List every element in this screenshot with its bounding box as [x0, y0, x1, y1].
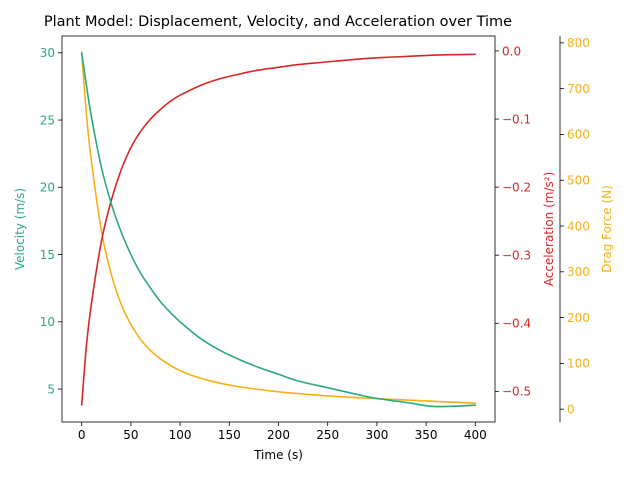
velocity-tick-label: 15 — [40, 248, 55, 262]
x-tick-label: 0 — [78, 428, 86, 442]
velocity-tick-label: 5 — [47, 382, 55, 396]
x-tick-label: 350 — [415, 428, 438, 442]
acceleration-axis-label: Acceleration (m/s²) — [542, 172, 556, 287]
drag-axis-label: Drag Force (N) — [600, 185, 614, 273]
velocity-series-line — [80, 52, 477, 408]
drag-tick-label: 800 — [567, 36, 590, 50]
drag-tick-label: 300 — [567, 265, 590, 279]
x-tick-label: 100 — [169, 428, 192, 442]
acceleration-tick-label: −0.5 — [502, 385, 531, 399]
acceleration-series-line — [80, 53, 477, 406]
velocity-tick-label: 30 — [40, 46, 55, 60]
drag-tick-label: 100 — [567, 357, 590, 371]
x-tick-label: 200 — [267, 428, 290, 442]
drag-tick-label: 0 — [567, 402, 575, 416]
velocity-tick-label: 10 — [40, 315, 55, 329]
drag-tick-label: 200 — [567, 311, 590, 325]
x-tick-label: 300 — [365, 428, 388, 442]
plot-frame — [61, 35, 496, 423]
x-axis-label: Time (s) — [253, 448, 303, 462]
x-tick-label: 400 — [464, 428, 487, 442]
x-tick-label: 250 — [316, 428, 339, 442]
acceleration-tick-label: 0.0 — [502, 44, 521, 58]
x-tick-label: 50 — [123, 428, 138, 442]
acceleration-tick-label: −0.1 — [502, 112, 531, 126]
velocity-tick-label: 25 — [40, 113, 55, 127]
drag-tick-label: 400 — [567, 219, 590, 233]
drag-series-line — [80, 51, 477, 405]
drag-tick-label: 500 — [567, 174, 590, 188]
velocity-axis-label: Velocity (m/s) — [13, 188, 27, 270]
drag-tick-label: 600 — [567, 128, 590, 142]
acceleration-tick-label: −0.2 — [502, 180, 531, 194]
acceleration-tick-label: −0.4 — [502, 317, 531, 331]
velocity-tick-label: 20 — [40, 181, 55, 195]
chart-title: Plant Model: Displacement, Velocity, and… — [44, 14, 512, 30]
x-tick-label: 150 — [218, 428, 241, 442]
drag-tick-label: 700 — [567, 82, 590, 96]
series-layer — [80, 51, 477, 408]
acceleration-tick-label: −0.3 — [502, 249, 531, 263]
